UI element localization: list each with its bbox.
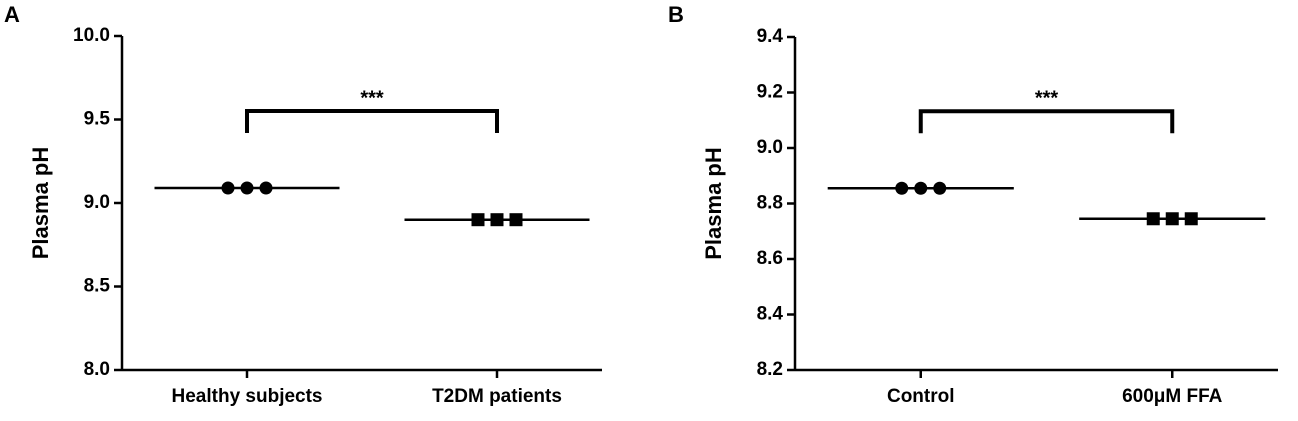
data-point [1146, 212, 1160, 226]
y-tick-label: 8.6 [757, 248, 783, 269]
y-tick-label: 9.4 [757, 26, 784, 47]
data-point [509, 213, 523, 227]
x-tick-label: 600μM FFA [1122, 386, 1223, 407]
x-tick-label: Healthy subjects [172, 386, 323, 407]
data-point [1184, 212, 1198, 226]
significance-bracket [245, 108, 499, 133]
data-point [259, 181, 273, 195]
panel-label: B [668, 2, 684, 27]
x-tick-label: Control [887, 386, 955, 407]
y-tick-label: 9.2 [757, 82, 783, 103]
y-tick-label: 8.4 [757, 304, 784, 325]
data-point [933, 181, 947, 195]
data-point [240, 181, 254, 195]
y-axis-label: Plasma pH [701, 147, 726, 260]
panel-label: A [4, 2, 20, 27]
x-tick-label: T2DM patients [432, 386, 562, 407]
y-tick-label: 8.2 [757, 359, 783, 380]
y-tick-label: 8.0 [84, 359, 110, 380]
y-tick-label: 9.0 [757, 137, 783, 158]
y-tick-label: 9.0 [84, 192, 110, 213]
y-tick-label: 8.8 [757, 193, 783, 214]
data-point [490, 213, 504, 227]
data-point [914, 181, 928, 195]
y-tick-label: 10.0 [73, 25, 110, 46]
data-point [471, 213, 485, 227]
significance-label: *** [360, 87, 384, 109]
y-tick-label: 9.5 [84, 109, 111, 130]
significance-label: *** [1035, 88, 1059, 110]
y-tick-label: 8.5 [84, 276, 111, 297]
data-point [221, 181, 235, 195]
data-point [895, 181, 909, 195]
y-axis-label: Plasma pH [28, 147, 53, 260]
data-point [1165, 212, 1179, 226]
significance-bracket [918, 109, 1175, 134]
